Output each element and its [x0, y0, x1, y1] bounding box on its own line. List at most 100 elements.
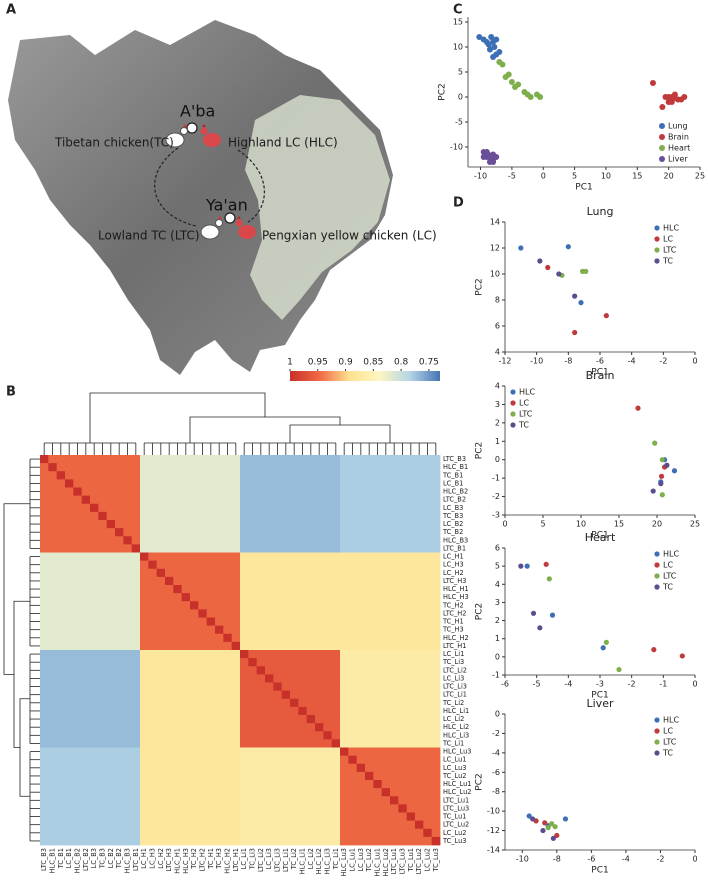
heatmap-cell [431, 836, 441, 846]
heatmap-cell [148, 771, 158, 781]
heatmap-cell [298, 763, 308, 773]
heatmap-cell [165, 617, 174, 627]
x-axis-label: PC1 [591, 368, 608, 378]
heatmap-cell [131, 812, 141, 822]
heatmap-cell [106, 455, 116, 464]
heatmap-cell [148, 796, 158, 805]
heatmap-cell [56, 560, 66, 570]
heatmap-cell [248, 609, 258, 618]
heatmap-cell [273, 487, 283, 497]
heatmap-cell [165, 528, 174, 537]
heatmap-cell [340, 528, 349, 537]
heatmap-cell [406, 715, 416, 724]
heatmap-cell [198, 536, 208, 545]
heatmap-cell [48, 804, 58, 813]
heatmap-cell [231, 471, 241, 480]
heatmap-cell [390, 706, 399, 716]
heatmap-cell [148, 763, 158, 773]
heatmap-cell [231, 836, 241, 846]
heatmap-cell [290, 641, 299, 651]
heatmap-cell [248, 658, 258, 667]
heatmap-cell [381, 658, 391, 667]
heatmap-cell [340, 666, 349, 675]
heatmap-cell [315, 463, 324, 472]
heatmap-cell [165, 552, 174, 562]
heatmap-cell [415, 715, 424, 724]
point [537, 258, 543, 264]
heatmap-cell [98, 471, 108, 480]
heatmap-cell [306, 544, 316, 553]
heatmap-cell [123, 812, 133, 822]
heatmap-cell [173, 585, 183, 594]
heatmap-cell [265, 690, 274, 700]
heatmap-cell [231, 576, 241, 586]
heatmap-cell [231, 552, 241, 562]
heatmap-cell [281, 796, 291, 805]
heatmap-cell [315, 820, 324, 830]
y-axis-label: PC2 [438, 83, 448, 100]
heatmap-cell [415, 560, 424, 570]
heatmap-cell [348, 601, 358, 610]
legend-label: TC [518, 421, 529, 430]
column-label: LC_Lu3 [357, 848, 365, 872]
heatmap-cell [223, 601, 233, 610]
heatmap-cell [315, 674, 324, 683]
heatmap-cell [306, 641, 316, 651]
heatmap-cell [273, 455, 283, 464]
heatmap-cell [106, 731, 116, 740]
heatmap-cell [431, 641, 441, 651]
legend-label: LC [663, 727, 673, 736]
row-label: LTC_H2 [443, 609, 466, 617]
heatmap-cell [73, 585, 83, 594]
heatmap-cell [148, 836, 158, 846]
heatmap-cell [156, 503, 166, 513]
heatmap-cell [90, 511, 99, 521]
legend-swatch [654, 750, 660, 756]
heatmap-cell [65, 641, 74, 651]
heatmap-cell [381, 609, 391, 618]
heatmap-cell [398, 471, 408, 480]
heatmap-cell [40, 520, 49, 529]
heatmap-cell [348, 812, 358, 822]
heatmap-cell [323, 641, 333, 651]
heatmap-cell [365, 698, 374, 708]
heatmap-cell [265, 463, 274, 472]
heatmap-cell [98, 593, 108, 602]
heatmap-cell [340, 836, 349, 846]
heatmap-cell [273, 625, 283, 635]
heatmap-cell [298, 625, 308, 635]
heatmap-cell [423, 528, 433, 537]
heatmap-cell [231, 495, 241, 505]
heatmap-cell [398, 495, 408, 505]
heatmap-cell [206, 625, 216, 635]
heatmap-cell [206, 666, 216, 675]
heatmap-cell [323, 836, 333, 846]
heatmap-cell [240, 520, 249, 529]
heatmap-cell [256, 771, 266, 781]
heatmap-cell [281, 617, 291, 627]
heatmap-cell [281, 804, 291, 813]
heatmap-cell [40, 528, 49, 537]
heatmap-cell [415, 463, 424, 472]
heatmap-cell [381, 487, 391, 497]
heatmap-cell [340, 763, 349, 773]
heatmap-cell [323, 796, 333, 805]
heatmap-cell [281, 528, 291, 537]
heatmap-cell [356, 617, 366, 627]
heatmap-cell [331, 698, 341, 708]
heatmap-cell [256, 528, 266, 537]
point [508, 79, 515, 85]
heatmap-cell [131, 576, 141, 586]
heatmap-cell [81, 633, 91, 643]
heatmap-cell [323, 755, 333, 765]
heatmap-cell [173, 674, 183, 683]
heatmap-cell [256, 828, 266, 838]
heatmap-cell [156, 536, 166, 545]
row-label: LC_Lu3 [443, 764, 467, 772]
heatmap-cell [315, 576, 324, 586]
heatmap-cell [390, 528, 399, 537]
heatmap-cell [140, 585, 149, 594]
heatmap-cell [381, 503, 391, 513]
heatmap-cell [206, 739, 216, 748]
heatmap-cell [223, 674, 233, 683]
